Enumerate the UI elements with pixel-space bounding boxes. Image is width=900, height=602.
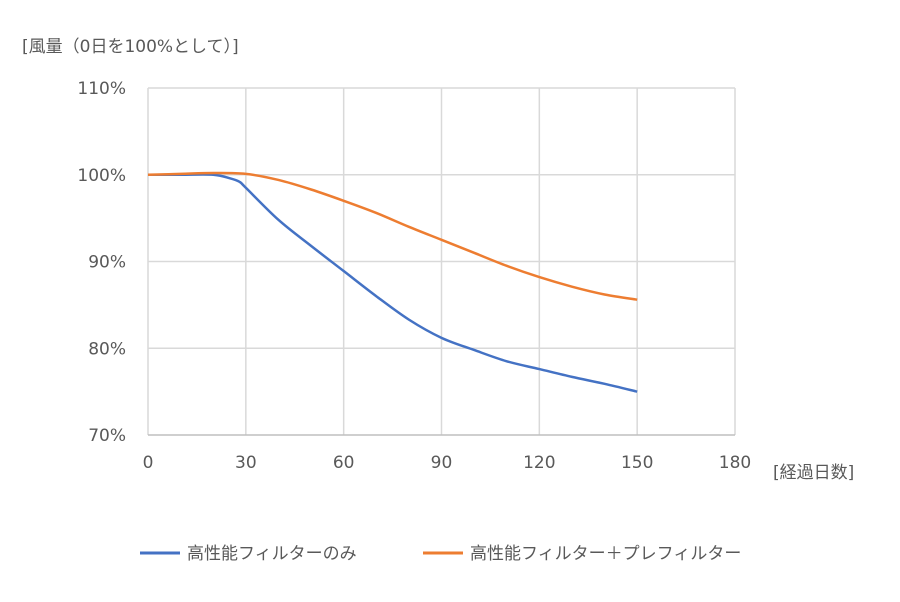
grid xyxy=(147,87,736,436)
series-line-2 xyxy=(147,171,638,301)
x-tick-label: 180 xyxy=(719,453,751,473)
legend: 高性能フィルターのみ 高性能フィルター＋プレフィルター xyxy=(140,544,741,564)
x-tick-label: 150 xyxy=(621,453,653,473)
legend-label-series-1: 高性能フィルターのみ xyxy=(187,544,357,564)
x-tick-label: 90 xyxy=(431,453,453,473)
x-axis-label: [経過日数] xyxy=(773,463,854,483)
y-tick-label: 100% xyxy=(77,166,126,186)
y-tick-label: 70% xyxy=(88,426,126,446)
legend-label-series-2: 高性能フィルター＋プレフィルター xyxy=(470,544,741,564)
y-axis-label: [風量（0日を100%として）] xyxy=(22,37,239,57)
y-tick-label: 80% xyxy=(88,339,126,359)
x-tick-label: 0 xyxy=(143,453,154,473)
tick-labels: 0 30 60 90 120 150 180 70% 80% 90% 100% 110% xyxy=(77,79,751,473)
x-tick-label: 30 xyxy=(235,453,257,473)
series-line-1 xyxy=(148,173,638,393)
x-tick-label: 120 xyxy=(523,453,555,473)
y-tick-label: 110% xyxy=(77,79,126,99)
y-tick-label: 90% xyxy=(88,253,126,273)
series-lines xyxy=(147,171,638,393)
x-tick-label: 60 xyxy=(333,453,355,473)
